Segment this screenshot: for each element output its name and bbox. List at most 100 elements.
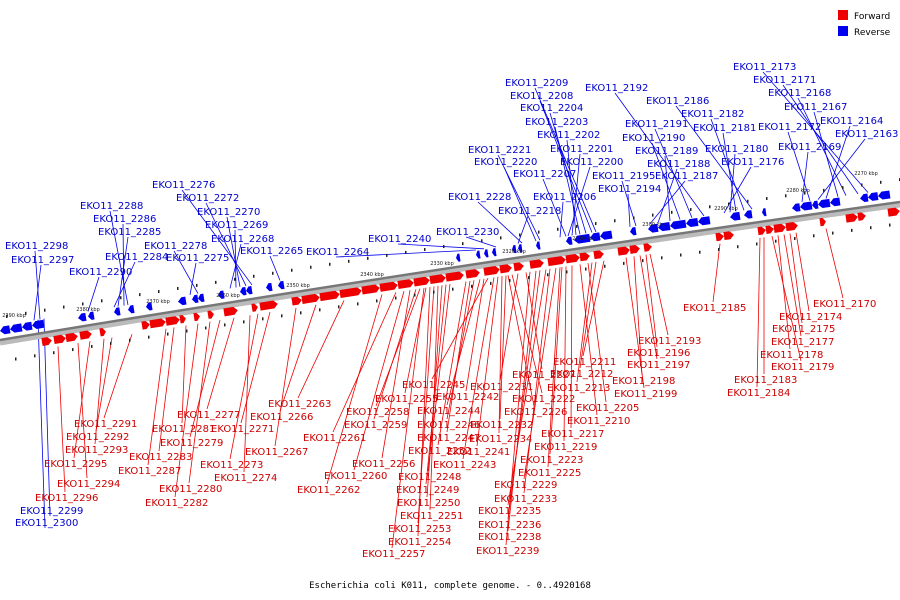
forward-gene-arrow[interactable] [53,334,66,344]
forward-gene-label[interactable]: EKO11_2236 [478,520,541,531]
forward-gene-arrow[interactable] [513,262,524,272]
forward-gene-label[interactable]: EKO11_2279 [160,438,223,449]
reverse-gene-arrow[interactable] [867,192,879,201]
reverse-gene-label[interactable]: EKO11_2167 [784,102,847,113]
reverse-gene-arrow[interactable] [657,222,671,232]
forward-gene-arrow[interactable] [179,315,186,324]
reverse-gene-arrow[interactable] [277,280,285,290]
reverse-gene-label[interactable]: EKO11_2186 [646,96,709,107]
reverse-gene-arrow[interactable] [589,232,601,242]
reverse-gene-label[interactable]: EKO11_2200 [560,157,623,168]
forward-gene-arrow[interactable] [819,217,826,227]
reverse-gene-label[interactable]: EKO11_2265 [240,246,303,257]
reverse-gene-arrow[interactable] [197,293,205,303]
forward-gene-label[interactable]: EKO11_2294 [57,479,120,490]
forward-gene-label[interactable]: EKO11_2179 [771,362,834,373]
reverse-gene-label[interactable]: EKO11_2207 [513,169,576,180]
forward-gene-arrow[interactable] [857,212,866,221]
reverse-gene-label[interactable]: EKO11_2299 [20,506,83,517]
forward-gene-label[interactable]: EKO11_2184 [727,388,790,399]
forward-gene-label[interactable]: EKO11_2263 [268,399,331,410]
reverse-gene-label[interactable]: EKO11_2195 [592,171,655,182]
forward-gene-arrow[interactable] [773,223,786,233]
forward-gene-label[interactable]: EKO11_2178 [760,350,823,361]
reverse-gene-label[interactable]: EKO11_2269 [205,220,268,231]
forward-gene-arrow[interactable] [765,225,774,234]
forward-gene-arrow[interactable] [149,318,166,329]
forward-gene-arrow[interactable] [379,281,398,292]
reverse-gene-arrow[interactable] [877,190,891,200]
forward-gene-label[interactable]: EKO11_2185 [683,303,746,314]
forward-gene-arrow[interactable] [65,332,78,343]
forward-gene-label[interactable]: EKO11_2231 [470,382,533,393]
reverse-gene-arrow[interactable] [177,296,187,306]
forward-gene-arrow[interactable] [99,328,106,337]
reverse-gene-label[interactable]: EKO11_2272 [176,193,239,204]
reverse-gene-label[interactable]: EKO11_2270 [197,207,260,218]
reverse-gene-label[interactable]: EKO11_2290 [69,267,132,278]
forward-gene-label[interactable]: EKO11_2245 [402,380,465,391]
reverse-gene-arrow[interactable] [535,241,541,250]
forward-gene-label[interactable]: EKO11_2241 [447,447,510,458]
forward-gene-label[interactable]: EKO11_2205 [576,403,639,414]
forward-gene-label[interactable]: EKO11_2246 [417,420,480,431]
reverse-gene-arrow[interactable] [455,253,461,263]
forward-gene-label[interactable]: EKO11_2211 [553,357,616,368]
forward-gene-arrow[interactable] [845,213,858,223]
forward-gene-label[interactable]: EKO11_2239 [476,546,539,557]
forward-gene-arrow[interactable] [483,265,500,276]
forward-gene-arrow[interactable] [715,232,724,242]
reverse-gene-label[interactable]: EKO11_2169 [778,142,841,153]
forward-gene-label[interactable]: EKO11_2250 [397,498,460,509]
forward-gene-label[interactable]: EKO11_2277 [177,410,240,421]
forward-gene-label[interactable]: EKO11_2261 [303,433,366,444]
reverse-gene-label[interactable]: EKO11_2268 [211,234,274,245]
reverse-gene-arrow[interactable] [491,248,497,257]
reverse-gene-arrow[interactable] [647,223,659,233]
reverse-gene-arrow[interactable] [113,307,121,316]
reverse-gene-label[interactable]: EKO11_2297 [11,255,74,266]
forward-gene-label[interactable]: EKO11_2197 [627,360,690,371]
reverse-gene-label[interactable]: EKO11_2201 [550,144,613,155]
reverse-gene-arrow[interactable] [817,198,831,209]
forward-gene-arrow[interactable] [887,207,900,217]
reverse-gene-arrow[interactable] [811,200,819,210]
reverse-gene-arrow[interactable] [697,216,711,226]
forward-gene-arrow[interactable] [445,271,464,282]
forward-gene-label[interactable]: EKO11_2244 [417,406,480,417]
reverse-gene-label[interactable]: EKO11_2203 [525,117,588,128]
reverse-gene-label[interactable]: EKO11_2278 [144,241,207,252]
forward-gene-arrow[interactable] [643,243,652,252]
reverse-gene-label[interactable]: EKO11_2285 [98,227,161,238]
forward-gene-label[interactable]: EKO11_2199 [614,389,677,400]
forward-gene-label[interactable]: EKO11_2233 [494,494,557,505]
reverse-gene-arrow[interactable] [565,236,573,246]
forward-gene-label[interactable]: EKO11_2252 [408,446,471,457]
forward-gene-label[interactable]: EKO11_2170 [813,299,876,310]
forward-gene-label[interactable]: EKO11_2225 [518,468,581,479]
forward-gene-label[interactable]: EKO11_2253 [388,524,451,535]
forward-gene-label[interactable]: EKO11_2198 [612,376,675,387]
forward-gene-label[interactable]: EKO11_2281 [152,424,215,435]
reverse-gene-arrow[interactable] [87,311,95,321]
reverse-gene-label[interactable]: EKO11_2230 [436,227,499,238]
reverse-gene-arrow[interactable] [629,227,637,236]
reverse-gene-arrow[interactable] [729,211,741,221]
forward-gene-arrow[interactable] [413,276,430,287]
forward-gene-label[interactable]: EKO11_2227 [512,370,575,381]
reverse-gene-arrow[interactable] [145,302,153,311]
forward-gene-label[interactable]: EKO11_2271 [211,424,274,435]
reverse-gene-arrow[interactable] [9,323,23,333]
reverse-gene-label[interactable]: EKO11_2181 [693,123,756,134]
forward-gene-label[interactable]: EKO11_2274 [214,473,277,484]
forward-gene-label[interactable]: EKO11_2292 [66,432,129,443]
reverse-gene-arrow[interactable] [31,319,45,330]
forward-gene-arrow[interactable] [223,306,238,317]
reverse-gene-arrow[interactable] [791,203,801,212]
forward-gene-label[interactable]: EKO11_2291 [74,419,137,430]
forward-gene-label[interactable]: EKO11_2267 [245,447,308,458]
reverse-gene-arrow[interactable] [829,197,841,207]
reverse-gene-arrow[interactable] [669,219,687,230]
reverse-gene-label[interactable]: EKO11_2204 [520,103,583,114]
forward-gene-arrow[interactable] [141,320,150,330]
